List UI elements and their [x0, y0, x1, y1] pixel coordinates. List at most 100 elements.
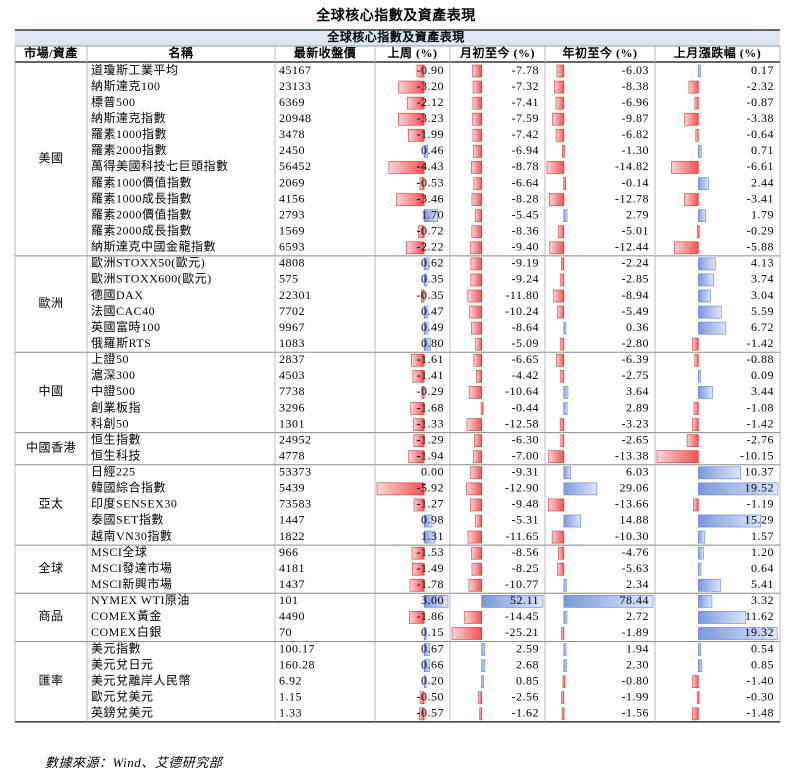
cell-value: 0.80	[421, 336, 444, 350]
cell-value: -4.43	[417, 159, 445, 173]
data-bar	[423, 627, 427, 640]
data-bar	[563, 209, 568, 223]
data-bar	[563, 514, 582, 528]
data-bar	[560, 337, 565, 351]
cell-value: -1.86	[417, 609, 445, 623]
data-bar	[694, 353, 699, 367]
cell-value: -7.32	[512, 79, 540, 93]
data-bar	[549, 241, 565, 255]
cell-name: 中證500	[91, 383, 136, 398]
cell-value: -2.76	[747, 432, 775, 446]
cell-name: MSCI發達市場	[91, 560, 172, 575]
data-bar	[698, 659, 703, 672]
cell-value: -1.29	[417, 432, 445, 446]
data-bar	[563, 643, 567, 656]
cell-value: -1.62	[512, 706, 540, 720]
data-bar	[423, 145, 429, 158]
data-bar	[698, 595, 713, 608]
data-bar	[698, 611, 747, 624]
data-bar	[557, 305, 565, 319]
cell-value: -6.82	[622, 127, 650, 141]
cell-name: 恒生指數	[91, 431, 141, 446]
data-bar	[560, 273, 565, 287]
cell-name: 法國CAC40	[91, 304, 155, 318]
data-bar	[563, 578, 567, 592]
group-label: 匯率	[38, 672, 63, 687]
cell-value: -9.31	[512, 465, 540, 479]
data-bar	[471, 546, 482, 560]
cell-value: 45167	[279, 63, 312, 77]
cell-value: -0.44	[512, 400, 540, 414]
data-bar	[411, 546, 425, 560]
cell-value: -1.19	[747, 497, 775, 511]
cell-name: 俄羅斯RTS	[91, 336, 151, 350]
cell-value: -3.46	[417, 191, 445, 205]
cell-value: -8.64	[512, 320, 540, 334]
cell-value: -7.41	[512, 95, 540, 109]
cell-value: 4490	[279, 609, 305, 623]
cell-value: -2.75	[622, 368, 650, 382]
data-bar	[413, 434, 425, 447]
data-bar	[563, 659, 567, 672]
cell-value: 0.98	[421, 513, 444, 527]
cell-value: -2.32	[747, 79, 775, 93]
cell-value: 2.44	[751, 175, 774, 189]
data-bar	[698, 64, 701, 78]
cell-value: -1.30	[622, 143, 650, 157]
data-bar	[698, 466, 741, 480]
cell-value: -6.64	[512, 175, 540, 189]
column-header: 最新收盤價	[294, 45, 357, 60]
cell-value: -0.80	[622, 673, 650, 687]
data-bar	[556, 353, 565, 367]
data-bar	[470, 466, 482, 480]
cell-value: 23133	[279, 79, 312, 93]
data-bar	[563, 482, 598, 496]
cell-name: 羅素1000指數	[91, 126, 167, 141]
cell-value: 78.44	[620, 593, 650, 607]
cell-value: 2.72	[626, 609, 649, 623]
cell-value: 0.47	[421, 304, 444, 318]
cell-name: 恒生科技	[91, 448, 141, 462]
cell-value: 56452	[279, 159, 312, 173]
cell-value: 1.15	[279, 690, 302, 704]
cell-value: -10.30	[615, 529, 649, 543]
data-bar	[552, 112, 565, 126]
data-bar	[698, 305, 722, 319]
cell-value: -0.29	[747, 223, 775, 237]
data-bar	[563, 402, 568, 415]
cell-value: -6.30	[512, 432, 540, 446]
data-bar	[556, 64, 565, 78]
data-bar	[698, 482, 779, 496]
data-bar	[698, 370, 701, 383]
cell-value: 1.79	[751, 207, 774, 221]
cell-value: 160.28	[279, 657, 315, 671]
data-bar	[698, 627, 778, 640]
column-header: 上周 (%)	[388, 45, 438, 60]
data-bar	[423, 595, 449, 608]
data-bar	[419, 177, 425, 190]
data-bar	[468, 578, 482, 592]
data-bar	[698, 209, 706, 223]
data-bar	[475, 514, 482, 528]
cell-value: 2.68	[516, 657, 539, 671]
cell-value: 3.04	[751, 288, 774, 302]
cell-value: -7.78	[512, 63, 540, 77]
cell-value: -0.72	[417, 223, 445, 237]
cell-value: 0.85	[516, 673, 539, 687]
data-bar	[423, 514, 433, 528]
data-bar	[423, 209, 438, 223]
cell-value: -3.41	[747, 191, 775, 205]
data-bar	[468, 386, 482, 399]
data-bar	[696, 691, 700, 705]
data-bar	[471, 193, 482, 206]
cell-value: 1301	[279, 416, 305, 430]
data-bar	[694, 96, 699, 110]
data-bar	[466, 418, 482, 431]
cell-value: -8.36	[512, 223, 540, 237]
cell-name: 納斯達克100	[91, 79, 161, 93]
cell-value: -5.01	[622, 223, 650, 237]
cell-value: 100.17	[279, 641, 315, 655]
cell-name: 印度SENSEX30	[91, 496, 177, 511]
cell-value: 5439	[279, 481, 305, 495]
cell-value: 5.41	[751, 577, 774, 591]
